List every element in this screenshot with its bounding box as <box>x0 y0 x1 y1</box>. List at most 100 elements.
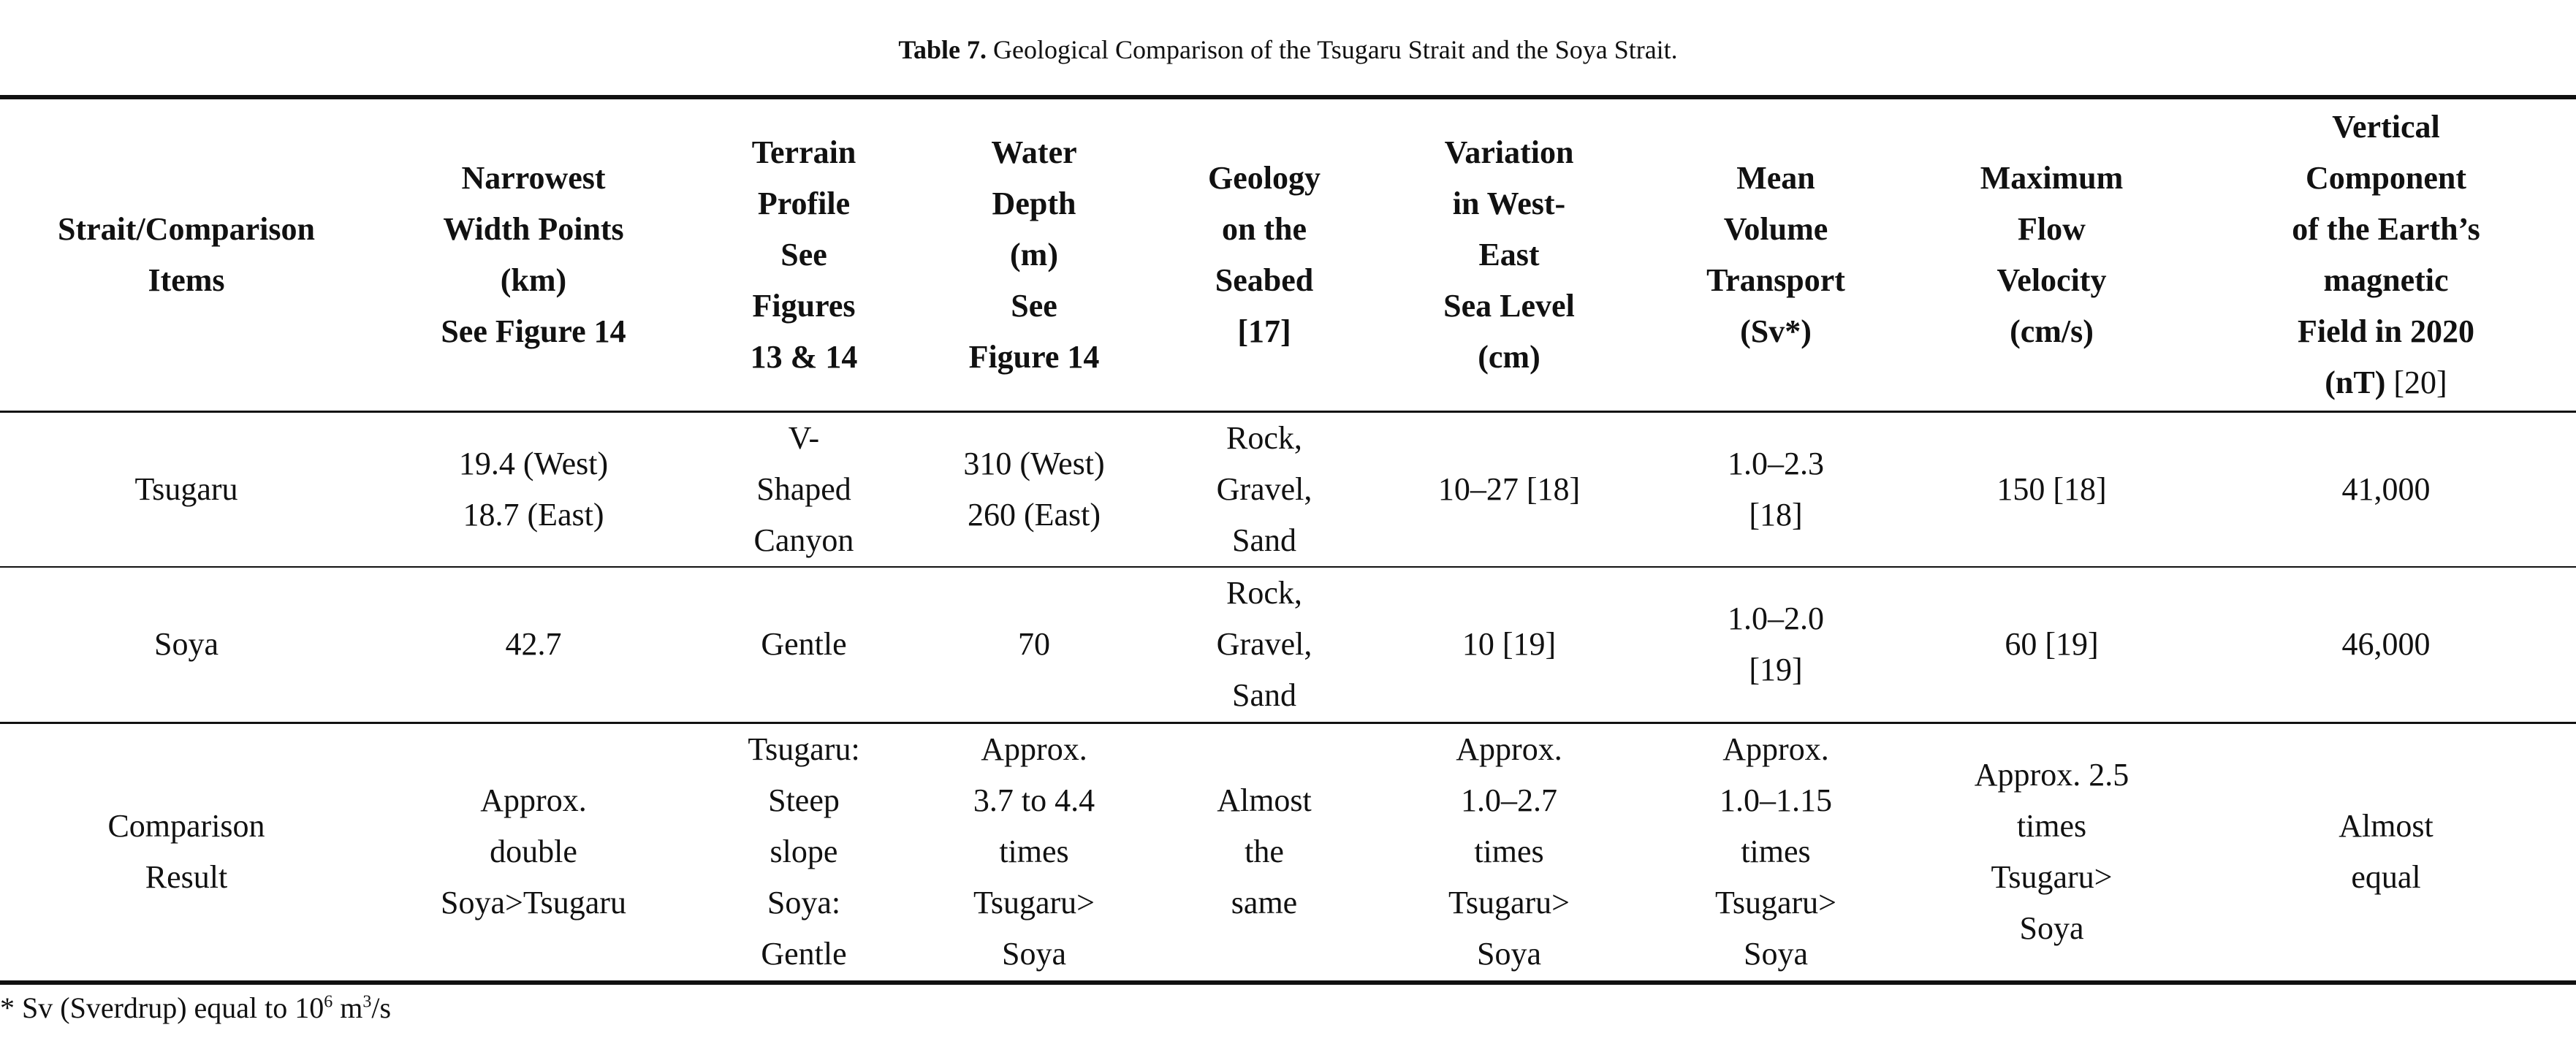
table-row: Soya 42.7 Gentle 70 Rock, Gravel, Sand 10 [19] 1… <box>0 567 2576 724</box>
table-cell: 70 <box>913 567 1155 724</box>
column-header-line: (Sv*) <box>1740 313 1812 349</box>
cell-line: 260 (East) <box>967 496 1101 533</box>
cell-line: Soya <box>1744 936 1808 972</box>
cell-line: Almost <box>1217 782 1312 819</box>
column-header-line: Flow <box>2018 210 2086 247</box>
cell-line: 150 [18] <box>1996 470 2107 507</box>
column-header-line: (km) <box>500 262 567 298</box>
cell-line: the <box>1245 834 1284 870</box>
footnote-mid: m <box>333 991 363 1024</box>
column-header-line: See <box>1011 287 1057 324</box>
cell-line: Shaped <box>756 470 851 507</box>
footnote-prefix: * Sv (Sverdrup) equal to 10 <box>0 991 324 1024</box>
column-header-line: Width Points <box>443 210 624 247</box>
column-header-line: Profile <box>757 185 851 221</box>
column-header-line: (cm/s) <box>2010 313 2094 349</box>
table-cell: 1.0–2.3 [18] <box>1644 411 1907 568</box>
table-cell: 41,000 <box>2196 411 2576 568</box>
cell-line: Sand <box>1232 677 1296 714</box>
table-cell: Tsugaru: Steep slope Soya: Gentle <box>694 723 913 985</box>
cell-line: Soya <box>1477 936 1541 972</box>
column-header-line: magnetic <box>2323 262 2449 298</box>
table-caption: Table 7. Geological Comparison of the Ts… <box>0 34 2576 66</box>
cell-line: 1.0–2.3 <box>1728 445 1824 481</box>
cell-line: Tsugaru> <box>973 885 1095 921</box>
footnote-exp-3: 3 <box>362 992 372 1012</box>
column-header-line: Terrain <box>751 134 856 170</box>
cell-line: Tsugaru: <box>748 731 860 768</box>
column-header-line: Component <box>2305 159 2467 196</box>
cell-line: Steep <box>768 782 840 819</box>
footnote-suffix: /s <box>371 991 392 1024</box>
column-header-7: Maximum Flow Velocity (cm/s) <box>1907 95 2196 413</box>
cell-line: equal <box>2351 859 2421 896</box>
column-header-line: Volume <box>1723 210 1828 247</box>
cell-line: Approx. <box>981 731 1087 768</box>
table-cell: 10–27 [18] <box>1374 411 1644 568</box>
column-header-line: on the <box>1221 210 1307 247</box>
cell-line: Soya <box>2019 910 2084 947</box>
table-cell: 46,000 <box>2196 567 2576 724</box>
cell-line: Gravel, <box>1216 626 1312 663</box>
cell-line: 60 [19] <box>2005 626 2099 663</box>
column-header-line: Maximum <box>1980 159 2124 196</box>
table-cell: 19.4 (West) 18.7 (East) <box>373 411 694 568</box>
column-header-line: Seabed <box>1215 262 1314 298</box>
table-cell: Almost equal <box>2196 723 2576 985</box>
table-header-row: Strait/Comparison Items Narrowest Width Poi… <box>0 95 2576 413</box>
row-label-cell: Tsugaru <box>0 411 373 568</box>
column-header-2: Terrain Profile See Figures 13 & 14 <box>694 95 913 413</box>
column-header-line: Variation <box>1444 134 1574 170</box>
cell-line: 18.7 (East) <box>463 496 604 533</box>
cell-line: times <box>999 834 1069 870</box>
cell-line: 1.0–1.15 <box>1720 782 1832 819</box>
column-header-4: Geology on the Seabed [17] <box>1155 95 1374 413</box>
cell-line: Approx. <box>1456 731 1562 768</box>
cell-line: 10–27 [18] <box>1437 470 1581 507</box>
cell-line: 70 <box>1018 626 1050 663</box>
cell-line: Approx. <box>480 782 587 819</box>
column-header-line: in West- <box>1452 185 1566 221</box>
column-header-line: of the Earth’s <box>2292 210 2480 247</box>
column-header-line: Items <box>148 262 225 298</box>
table-cell: Approx. 1.0–1.15 times Tsugaru> Soya <box>1644 723 1907 985</box>
cell-line: times <box>1474 834 1544 870</box>
cell-line: Result <box>145 859 228 896</box>
column-header-8: Vertical Component of the Earth’s magnetic F… <box>2196 95 2576 413</box>
column-header-line: Depth <box>992 185 1076 221</box>
column-header-line: See Figure 14 <box>441 313 626 349</box>
cell-line: 10 [19] <box>1462 626 1557 663</box>
cell-line: Approx. <box>1722 731 1829 768</box>
column-header-line-text: (nT) <box>2325 364 2386 400</box>
column-header-1: Narrowest Width Points (km) See Figure 14 <box>373 95 694 413</box>
column-header-line: (nT) [20] <box>2200 357 2572 408</box>
cell-line: Gravel, <box>1216 470 1312 507</box>
table-cell: 1.0–2.0 [19] <box>1644 567 1907 724</box>
cell-line: 41,000 <box>2341 470 2431 507</box>
cell-line: double <box>490 834 577 870</box>
table-cell: Rock, Gravel, Sand <box>1155 411 1374 568</box>
cell-line: times <box>1741 834 1811 870</box>
column-header-6: Mean Volume Transport (Sv*) <box>1644 95 1907 413</box>
column-header-line: Sea Level <box>1443 287 1575 324</box>
column-header-line: Figure 14 <box>968 338 1100 375</box>
cell-line: Tsugaru> <box>1991 859 2113 896</box>
column-header-line: See <box>780 236 827 272</box>
table-cell: Approx. 3.7 to 4.4 times Tsugaru> Soya <box>913 723 1155 985</box>
table-cell: 60 [19] <box>1907 567 2196 724</box>
cell-line: Rock, <box>1226 419 1302 456</box>
cell-line: Gentle <box>761 936 847 972</box>
column-header-line: Vertical <box>2332 108 2440 145</box>
cell-line: Sand <box>1232 522 1296 558</box>
cell-line: 1.0–2.0 <box>1728 601 1824 637</box>
column-header-line: Geology <box>1208 159 1321 196</box>
cell-line: Tsugaru> <box>1448 885 1570 921</box>
cell-line: [19] <box>1749 652 1803 688</box>
row-label-cell: Soya <box>0 567 373 724</box>
column-header-line: Transport <box>1706 262 1845 298</box>
cell-line: V- <box>788 419 820 456</box>
cell-line: Approx. 2.5 <box>1974 757 2129 793</box>
column-header-reference: [20] <box>2393 364 2447 400</box>
table-cell: Gentle <box>694 567 913 724</box>
table-cell: 42.7 <box>373 567 694 724</box>
